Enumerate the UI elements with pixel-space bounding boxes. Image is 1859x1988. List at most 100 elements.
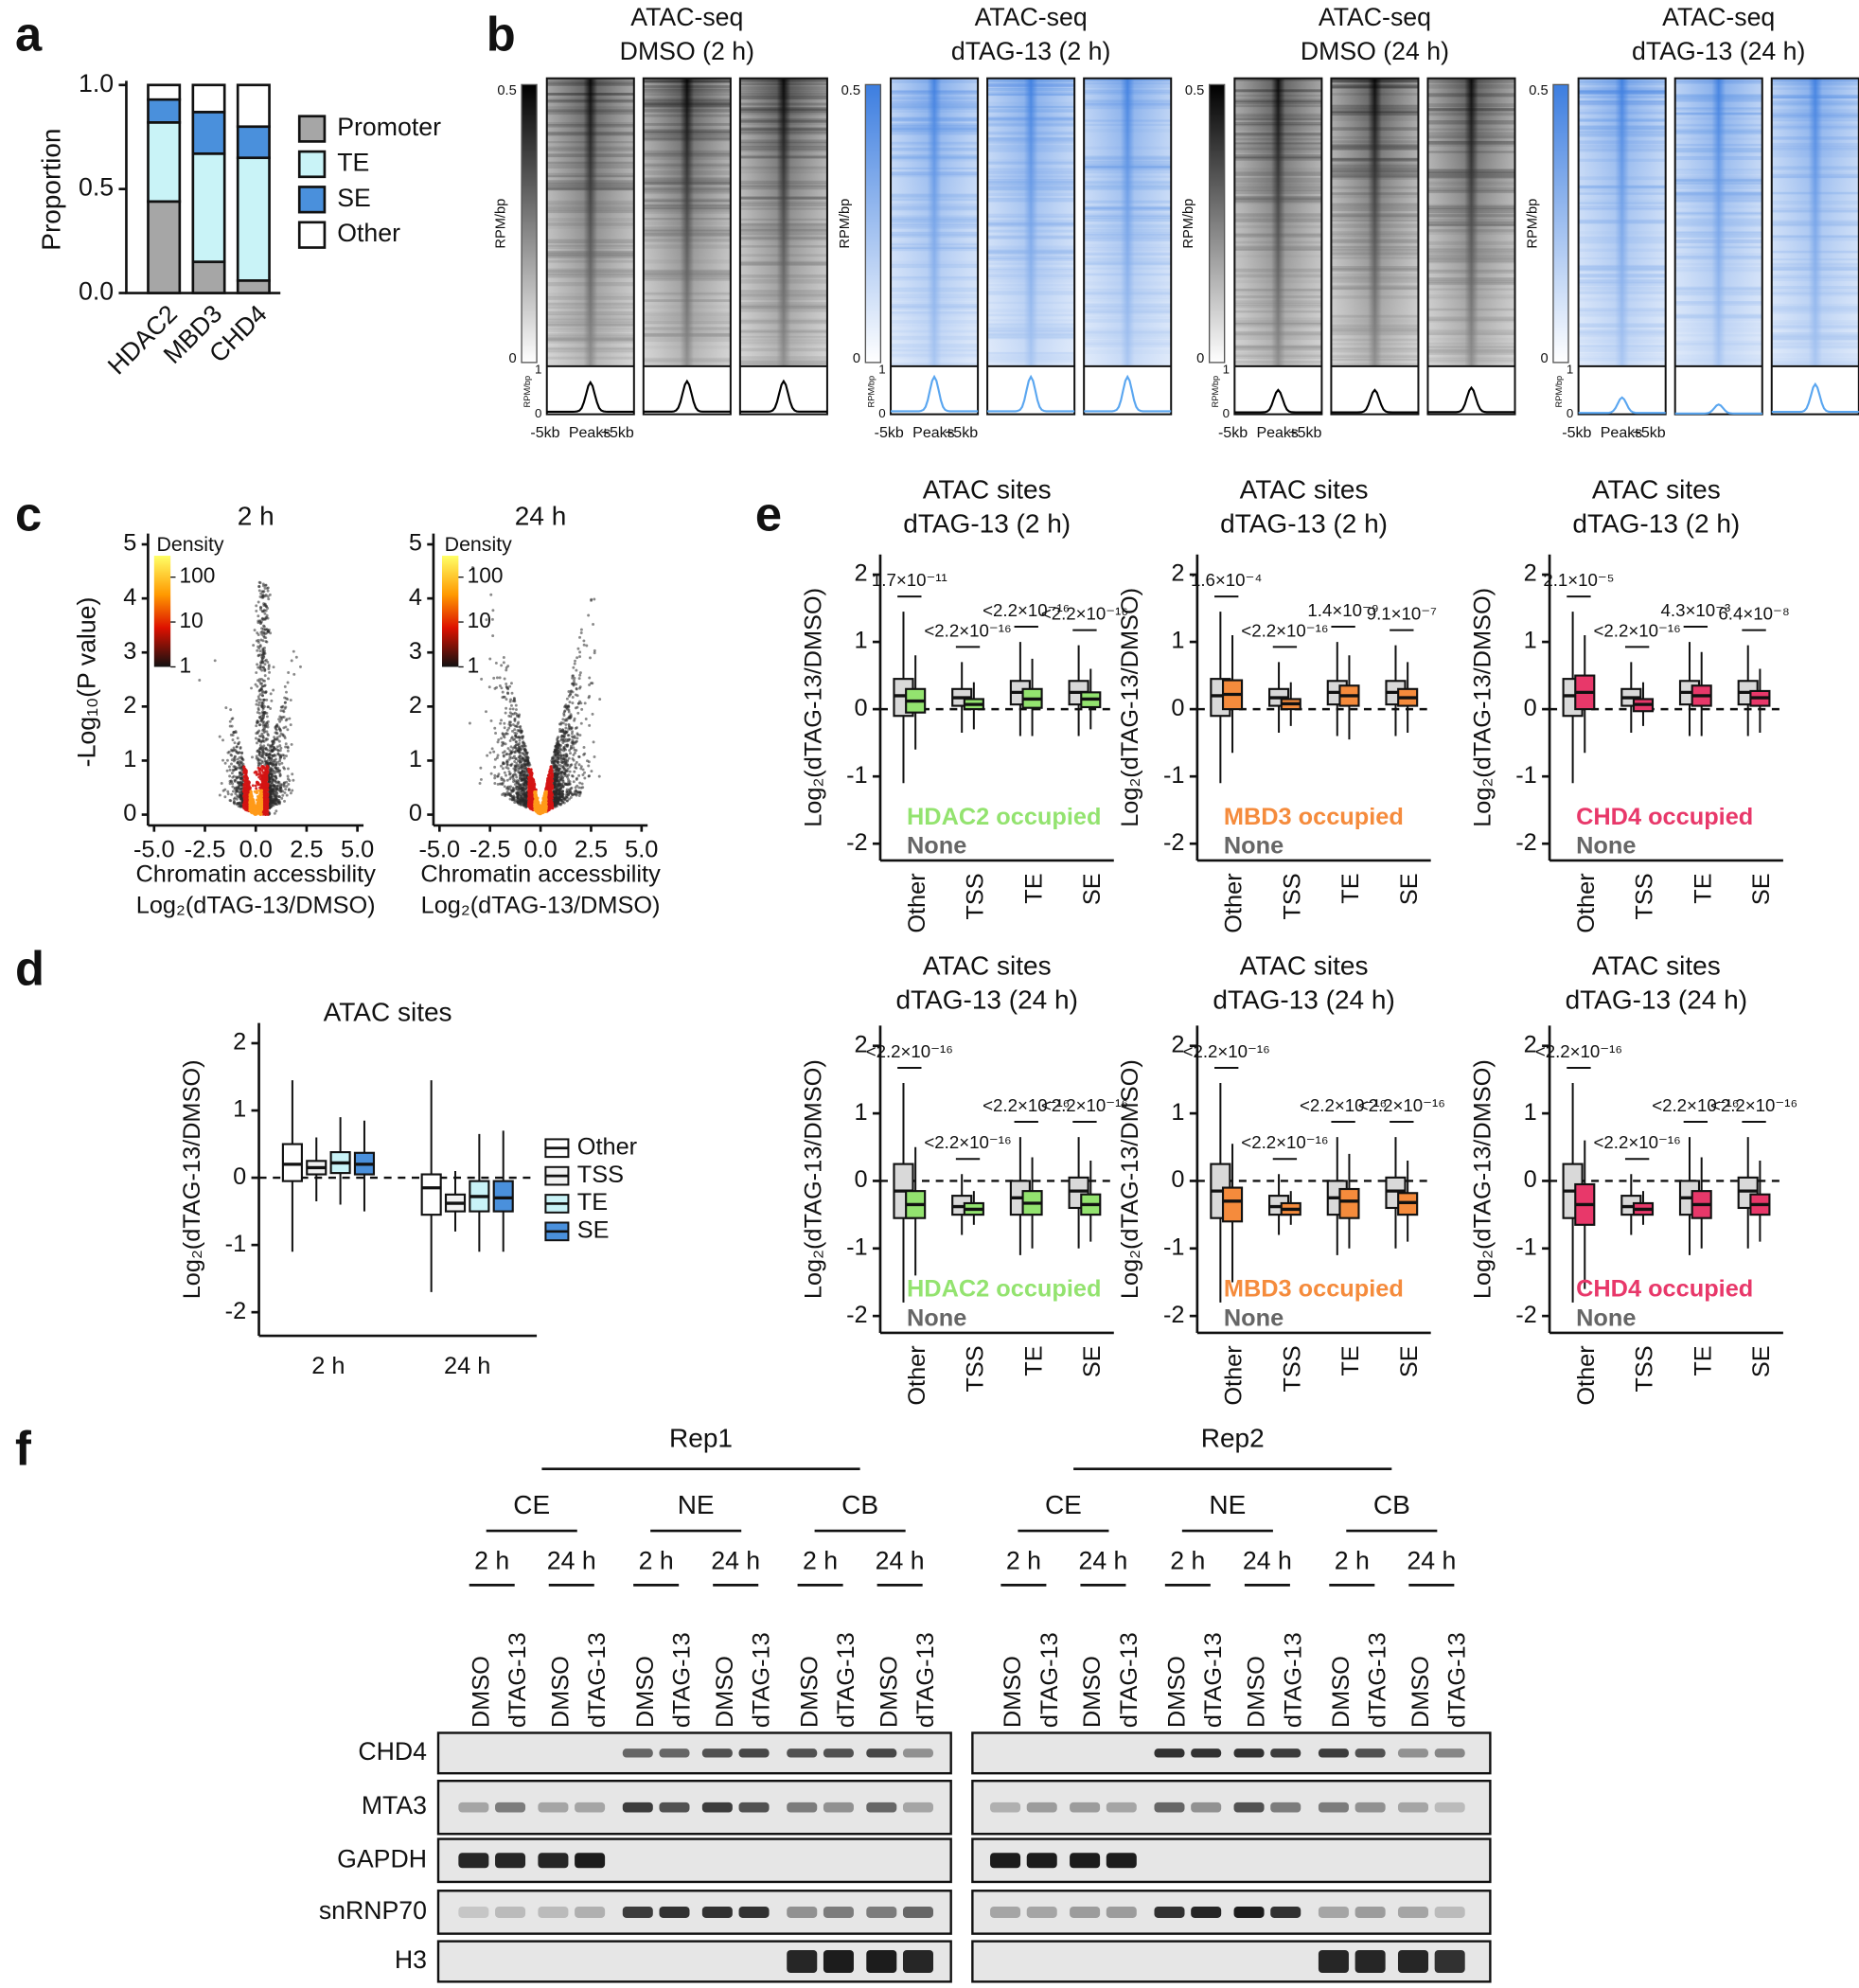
point <box>571 676 575 680</box>
profile-label: RPM/bp <box>1211 376 1220 408</box>
point <box>270 756 274 760</box>
point <box>283 767 287 771</box>
point <box>505 760 509 764</box>
y-tick-label: 1 <box>123 746 136 772</box>
colorbar-label: RPM/bp <box>494 199 509 249</box>
point <box>505 668 508 672</box>
point <box>265 604 269 608</box>
point <box>258 688 262 692</box>
profile-tick-label: 0 <box>1223 406 1230 420</box>
point <box>277 718 281 721</box>
point <box>213 659 217 663</box>
profile-label: RPM/bp <box>522 376 532 408</box>
point <box>519 731 522 735</box>
point <box>281 793 285 797</box>
point <box>494 731 498 735</box>
point <box>571 682 575 685</box>
point <box>238 788 241 791</box>
heatmap-frame <box>1083 77 1173 416</box>
point <box>231 775 235 779</box>
profile-tick-label: 1 <box>1223 362 1230 376</box>
point <box>242 774 246 778</box>
point <box>231 768 235 772</box>
x-label: -5kb <box>1562 425 1591 441</box>
point <box>255 720 258 724</box>
point <box>508 724 512 728</box>
point <box>236 780 239 784</box>
profile-curve <box>891 374 979 413</box>
x-label: +5kb <box>945 425 978 441</box>
point <box>277 801 281 805</box>
bar-segment <box>191 111 226 155</box>
point <box>265 730 269 734</box>
point <box>262 584 266 588</box>
point <box>565 788 569 791</box>
point <box>227 750 231 754</box>
colorbar <box>1208 83 1226 364</box>
point <box>278 744 282 748</box>
panel-label: e <box>755 487 782 541</box>
colorbar-label: Density <box>156 533 223 556</box>
point <box>578 781 582 785</box>
point <box>262 630 266 634</box>
point <box>263 756 267 760</box>
point <box>257 585 261 588</box>
point <box>277 762 281 766</box>
colorbar <box>864 83 882 364</box>
point <box>480 677 484 681</box>
point <box>292 649 295 653</box>
point <box>252 644 256 648</box>
point <box>249 790 253 793</box>
point <box>267 667 271 671</box>
point <box>507 757 511 761</box>
point <box>559 722 563 726</box>
point <box>268 593 272 596</box>
point <box>575 687 578 691</box>
point <box>590 598 593 602</box>
bar-segment <box>236 125 271 160</box>
heatmap-fade <box>891 78 979 366</box>
bar-segment <box>147 200 182 294</box>
point <box>283 684 287 688</box>
heatmap-frame <box>1673 77 1763 416</box>
y-tick-label: 3 <box>409 638 422 665</box>
point <box>259 812 263 816</box>
point <box>258 758 262 762</box>
point <box>265 698 269 701</box>
point <box>267 665 271 668</box>
point <box>497 737 501 741</box>
heatmap-frame <box>545 77 635 416</box>
point <box>590 770 593 773</box>
point <box>268 753 271 756</box>
point <box>267 677 270 681</box>
heatmap-title: ATAC-seq <box>630 3 743 31</box>
legend-swatch <box>297 186 327 214</box>
x-label: +5kb <box>1288 425 1321 441</box>
point <box>233 796 237 800</box>
point <box>558 803 562 807</box>
point <box>572 666 575 669</box>
point <box>257 769 261 772</box>
point <box>234 791 238 795</box>
heatmap-frame <box>1577 77 1667 416</box>
point <box>493 757 497 761</box>
point <box>288 717 292 720</box>
x-label: -5kb <box>1218 425 1248 441</box>
point <box>243 808 247 811</box>
point <box>511 707 515 711</box>
point <box>503 695 506 699</box>
point <box>228 799 232 802</box>
point <box>282 754 286 757</box>
point <box>275 803 279 807</box>
point <box>198 679 202 682</box>
profile-curve <box>987 374 1075 413</box>
point <box>283 799 287 803</box>
point <box>238 759 241 763</box>
profile-label: RPM/bp <box>1554 376 1564 408</box>
point <box>230 792 234 796</box>
point <box>287 782 291 786</box>
heatmap-title: ATAC-seq <box>1662 3 1775 31</box>
point <box>263 683 267 687</box>
point <box>263 651 267 655</box>
point <box>501 690 505 694</box>
